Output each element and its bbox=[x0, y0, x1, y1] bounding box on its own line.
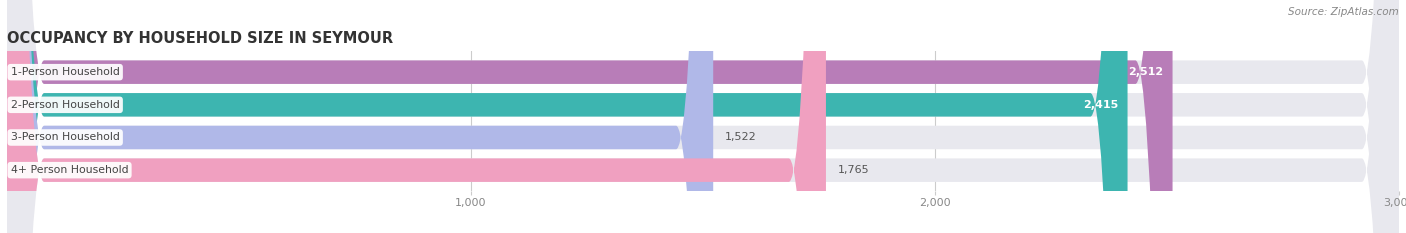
Text: 2,415: 2,415 bbox=[1083, 100, 1118, 110]
Text: OCCUPANCY BY HOUSEHOLD SIZE IN SEYMOUR: OCCUPANCY BY HOUSEHOLD SIZE IN SEYMOUR bbox=[7, 31, 394, 46]
Text: 2-Person Household: 2-Person Household bbox=[11, 100, 120, 110]
Text: 1,522: 1,522 bbox=[725, 133, 756, 143]
Text: Source: ZipAtlas.com: Source: ZipAtlas.com bbox=[1288, 7, 1399, 17]
FancyBboxPatch shape bbox=[7, 0, 1173, 233]
FancyBboxPatch shape bbox=[7, 0, 1128, 233]
Text: 3-Person Household: 3-Person Household bbox=[11, 133, 120, 143]
FancyBboxPatch shape bbox=[7, 0, 1399, 233]
FancyBboxPatch shape bbox=[7, 0, 825, 233]
FancyBboxPatch shape bbox=[7, 0, 1399, 233]
Text: 4+ Person Household: 4+ Person Household bbox=[11, 165, 128, 175]
Text: 1,765: 1,765 bbox=[838, 165, 869, 175]
Text: 1-Person Household: 1-Person Household bbox=[11, 67, 120, 77]
FancyBboxPatch shape bbox=[7, 0, 713, 233]
FancyBboxPatch shape bbox=[7, 0, 1399, 233]
FancyBboxPatch shape bbox=[7, 0, 1399, 233]
Text: 2,512: 2,512 bbox=[1128, 67, 1163, 77]
